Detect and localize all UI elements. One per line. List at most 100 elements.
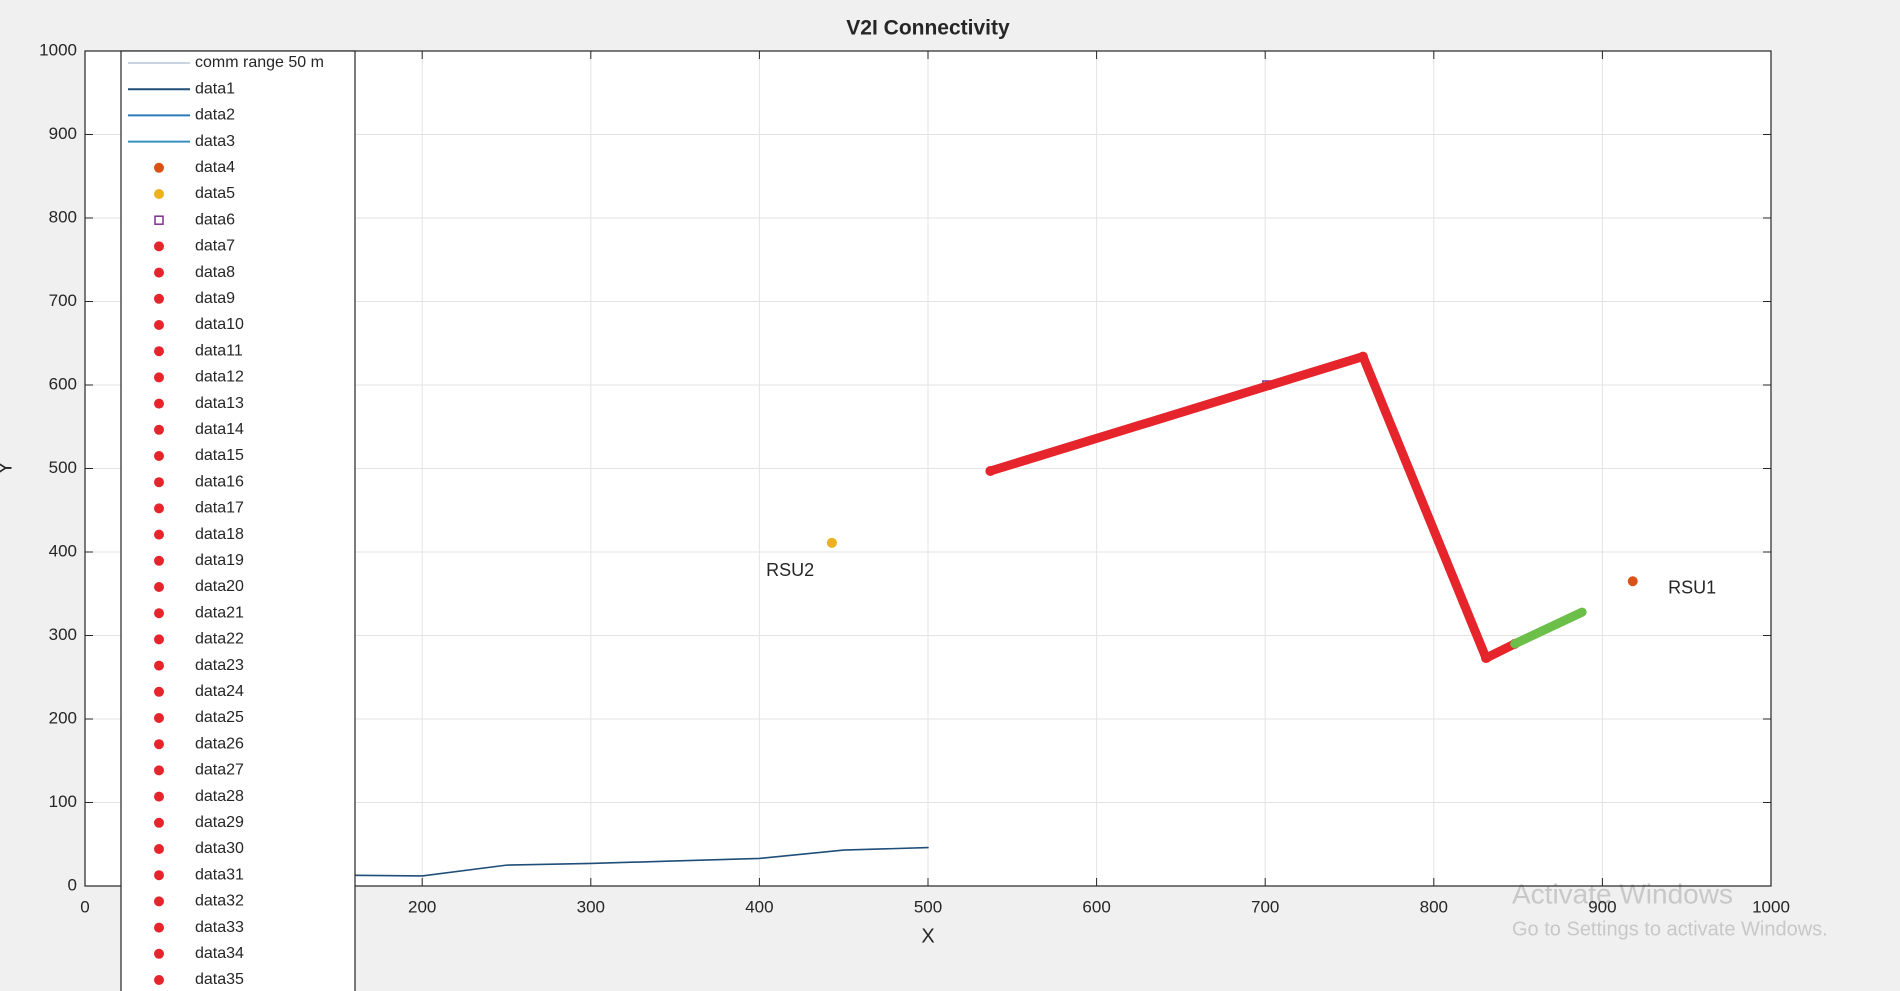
x-tick-label: 600 xyxy=(1082,897,1110,916)
x-tick-label: 700 xyxy=(1251,897,1279,916)
series-line xyxy=(1510,607,1587,649)
annotation: RSU1 xyxy=(1668,577,1716,597)
y-tick-label: 400 xyxy=(49,541,77,560)
y-tick-label: 100 xyxy=(49,792,77,811)
x-axis-label: X xyxy=(921,925,934,947)
marker xyxy=(154,713,164,723)
annotation: RSU2 xyxy=(766,560,814,580)
legend-label: data30 xyxy=(195,840,244,857)
legend-label: data29 xyxy=(195,814,244,831)
marker xyxy=(154,817,164,828)
y-tick-label: 300 xyxy=(49,625,77,644)
marker xyxy=(154,739,164,750)
x-tick-label: 400 xyxy=(745,897,773,916)
legend-label: data12 xyxy=(195,369,244,386)
legend-label: data13 xyxy=(195,395,244,412)
legend-label: data14 xyxy=(195,421,244,438)
y-tick-label: 500 xyxy=(49,458,77,477)
legend-label: data2 xyxy=(195,107,235,124)
marker xyxy=(154,424,164,435)
x-tick-label: 900 xyxy=(1588,897,1616,916)
marker xyxy=(154,870,164,881)
marker xyxy=(154,477,164,488)
legend-label: data27 xyxy=(195,762,244,779)
marker xyxy=(154,293,164,304)
legend-label: data35 xyxy=(195,971,244,988)
legend-label: data28 xyxy=(195,788,244,805)
legend-label: data19 xyxy=(195,552,244,569)
marker xyxy=(154,503,164,514)
plot-area xyxy=(337,351,1638,877)
legend-label: data17 xyxy=(195,500,244,517)
marker xyxy=(154,608,164,619)
marker xyxy=(154,686,164,697)
legend-label: data20 xyxy=(195,578,244,595)
marker xyxy=(154,791,164,802)
y-tick-label: 1000 xyxy=(39,40,77,59)
marker xyxy=(154,529,164,540)
marker xyxy=(154,660,164,671)
marker xyxy=(826,537,837,548)
legend-label: data5 xyxy=(195,185,235,202)
legend-label: data7 xyxy=(195,238,235,255)
marker xyxy=(154,634,164,645)
legend-label: data4 xyxy=(195,159,235,176)
legend-label: data1 xyxy=(195,80,235,97)
legend-label: comm range 50 m xyxy=(195,54,324,71)
marker xyxy=(154,582,164,592)
marker xyxy=(154,267,164,278)
y-tick-label: 800 xyxy=(49,207,77,226)
series-line xyxy=(337,846,929,877)
legend-label: data6 xyxy=(195,211,235,228)
marker xyxy=(154,948,164,959)
marker xyxy=(154,189,164,199)
marker xyxy=(154,975,164,985)
x-tick-label: 0 xyxy=(80,897,89,916)
y-tick-label: 900 xyxy=(49,124,77,143)
watermark-text: Go to Settings to activate Windows. xyxy=(1512,918,1828,940)
legend-label: data9 xyxy=(195,290,235,307)
legend-label: data10 xyxy=(195,316,244,333)
y-tick-label: 700 xyxy=(49,291,77,310)
legend-label: data33 xyxy=(195,919,244,936)
marker xyxy=(154,844,164,854)
marker xyxy=(154,765,164,776)
marker xyxy=(1357,351,1368,362)
marker xyxy=(154,162,164,173)
legend-label: data26 xyxy=(195,735,244,752)
legend-label: data8 xyxy=(195,264,235,281)
marker xyxy=(154,896,164,907)
legend-label: data25 xyxy=(195,709,244,726)
y-tick-label: 0 xyxy=(68,875,77,894)
legend-label: data21 xyxy=(195,604,244,621)
marker xyxy=(154,451,164,461)
series-line xyxy=(985,352,1520,663)
marker xyxy=(154,372,164,383)
axes-frame xyxy=(84,50,1772,887)
legend-box xyxy=(120,50,356,991)
legend-label: data31 xyxy=(195,866,244,883)
marker xyxy=(1627,576,1638,587)
y-tick-label: 200 xyxy=(49,708,77,727)
marker xyxy=(1481,653,1492,664)
x-tick-label: 200 xyxy=(408,897,436,916)
legend-label: data16 xyxy=(195,473,244,490)
legend-label: data15 xyxy=(195,447,244,464)
marker xyxy=(154,555,164,566)
legend-label: data3 xyxy=(195,133,235,150)
marker xyxy=(154,320,164,330)
y-axis-label: Y xyxy=(0,461,16,474)
legend-label: data11 xyxy=(195,342,243,359)
y-tick-label: 600 xyxy=(49,374,77,393)
legend-label: data34 xyxy=(195,945,244,962)
legend-label: data24 xyxy=(195,683,244,700)
x-tick-label: 800 xyxy=(1420,897,1448,916)
watermark-title: Activate Windows xyxy=(1512,878,1733,909)
legend-label: data32 xyxy=(195,893,244,910)
marker xyxy=(154,215,164,225)
chart-title: V2I Connectivity xyxy=(846,17,1010,40)
legend-label: data18 xyxy=(195,526,244,543)
marker xyxy=(154,241,164,252)
x-tick-label: 500 xyxy=(914,897,942,916)
